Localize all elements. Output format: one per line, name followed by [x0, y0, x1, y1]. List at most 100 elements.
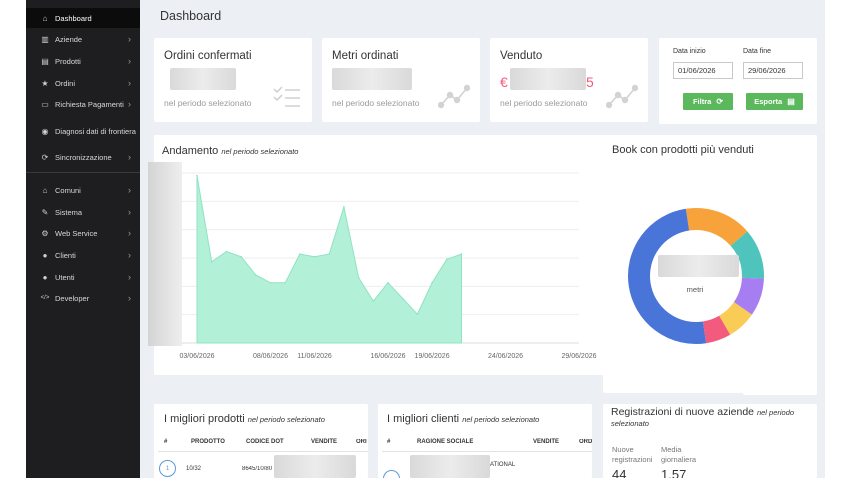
rank-badge: 1	[159, 460, 176, 477]
end-date-input[interactable]: 29/06/2026	[743, 62, 803, 79]
sidebar-item-richiesta-pagamenti[interactable]: ▭ Richiesta Pagamenti ›	[26, 95, 140, 113]
code-icon: </>	[40, 295, 50, 301]
chevron-right-icon: ›	[128, 272, 131, 282]
sidebar-item-aziende[interactable]: ▥ Aziende ›	[26, 30, 140, 48]
x-tick-label: 24/06/2026	[488, 353, 523, 360]
users-icon: ●	[42, 272, 48, 282]
refresh-icon: ⟳	[716, 97, 724, 106]
new-registrations-value: 44	[612, 467, 627, 478]
rank-badge	[383, 470, 400, 478]
data-point	[387, 282, 389, 284]
card-icon: ▭	[41, 99, 49, 109]
sidebar-item-utenti[interactable]: ● Utenti ›	[26, 268, 140, 286]
x-tick-label: 03/06/2026	[179, 353, 214, 360]
filter-button[interactable]: Filtra ⟳	[683, 93, 733, 110]
sidebar-item-diagnosi-dati-di-frontiera[interactable]: ◉ Diagnosi dati di frontiera	[26, 119, 140, 143]
book-icon: ▤	[41, 56, 49, 66]
end-date-label: Data fine	[743, 48, 772, 55]
date-filter-card: Data inizio Data fine 01/06/2026 29/06/2…	[659, 38, 817, 124]
redacted-company	[410, 455, 490, 478]
export-button-label: Esporta	[754, 97, 783, 106]
trend-title-text: Andamento	[162, 145, 219, 157]
sidebar-item-clienti[interactable]: ● Clienti ›	[26, 246, 140, 264]
x-tick-label: 11/06/2026	[297, 353, 332, 360]
chevron-right-icon: ›	[128, 293, 131, 303]
sidebar-item-label: Prodotti	[55, 56, 81, 66]
stat-subtitle: nel periodo selezionato	[332, 98, 420, 108]
chevron-right-icon: ›	[128, 207, 131, 217]
top-books-title: Book con prodotti più venduti	[612, 144, 754, 156]
start-date-input[interactable]: 01/06/2026	[673, 62, 733, 79]
redacted-value	[170, 68, 236, 90]
top-clients-title: I migliori clienti nel periodo seleziona…	[387, 413, 539, 425]
sidebar-item-ordini[interactable]: ★ Ordini ›	[26, 74, 140, 92]
donut-slice	[730, 231, 764, 279]
donut-slice	[628, 208, 707, 344]
sidebar-item-web-service[interactable]: ⚙ Web Service ›	[26, 224, 140, 242]
sidebar-item-developer[interactable]: </> Developer ›	[26, 289, 140, 307]
x-tick-label: 16/06/2026	[370, 353, 405, 360]
redacted-value	[510, 68, 586, 90]
registrations-card: Registrazioni di nuove aziende nel perio…	[603, 404, 817, 478]
sync-icon: ⟳	[41, 152, 49, 162]
daily-average-value: 1.57	[661, 467, 687, 478]
col-header-orders: ORD	[579, 439, 592, 445]
line-chart-icon	[606, 84, 638, 109]
sidebar-item-comuni[interactable]: ⌂ Comuni ›	[26, 181, 140, 199]
sidebar-item-prodotti[interactable]: ▤ Prodotti ›	[26, 52, 140, 70]
stat-title: Venduto	[500, 50, 543, 62]
product-cell: 10/32	[186, 466, 202, 472]
export-button[interactable]: Esporta ▤	[746, 93, 803, 110]
donut-center-label: metri	[686, 285, 704, 294]
chevron-right-icon: ›	[128, 34, 131, 44]
donut-slice	[733, 277, 764, 315]
data-point	[460, 253, 463, 255]
stat-title: Metri ordinati	[332, 50, 399, 62]
top-clients-subtitle: nel periodo selezionato	[462, 415, 540, 424]
top-clients-title-text: I migliori clienti	[387, 413, 460, 425]
registrations-title-text: Registrazioni di nuove aziende	[611, 406, 755, 418]
registrations-title: Registrazioni di nuove aziende nel perio…	[611, 407, 815, 429]
user-icon: ●	[42, 250, 48, 260]
file-icon: ▤	[787, 97, 795, 106]
sidebar-item-sincronizzazione[interactable]: ⟳ Sincronizzazione ›	[26, 148, 140, 166]
top-products-title-text: I migliori prodotti	[164, 413, 245, 425]
stat-subtitle: nel periodo selezionato	[164, 98, 252, 108]
sidebar-divider	[26, 172, 140, 173]
company-cell-fragment: ATIONAL	[490, 462, 516, 468]
top-products-subtitle: nel periodo selezionato	[247, 415, 325, 424]
sidebar-item-label: Comuni	[55, 185, 81, 195]
sidebar-item-dashboard[interactable]: ⌂ Dashboard	[26, 8, 140, 28]
wrench-icon: ✎	[41, 207, 49, 217]
stat-card-orders: Ordini confermati nel periodo selezionat…	[154, 38, 312, 122]
sidebar-item-label: Developer	[55, 293, 90, 303]
col-header-company: RAGIONE SOCIALE	[417, 439, 474, 445]
table-divider	[382, 451, 592, 452]
col-header-dot-code: CODICE DOT	[246, 439, 284, 445]
col-header-sales: VENDITE	[533, 439, 560, 445]
data-point	[328, 253, 331, 255]
trend-subtitle: nel periodo selezionato	[221, 147, 299, 156]
chevron-right-icon: ›	[128, 250, 131, 260]
page-title: Dashboard	[160, 9, 222, 23]
chevron-right-icon: ›	[128, 228, 131, 238]
data-point	[269, 282, 272, 284]
chevron-right-icon: ›	[128, 152, 131, 162]
sidebar-item-label: Sincronizzazione	[55, 152, 112, 162]
data-point	[401, 297, 404, 300]
sidebar-item-label: Richiesta Pagamenti	[55, 99, 124, 109]
x-tick-label: 08/06/2026	[253, 353, 288, 360]
donut-slice	[718, 301, 752, 335]
sidebar-item-label: Utenti	[55, 272, 75, 282]
plug-icon: ⚙	[41, 228, 49, 238]
donut-slice	[702, 315, 731, 344]
data-point	[431, 282, 433, 284]
dot-code-cell: 8645/10/80	[242, 466, 273, 472]
new-registrations-label: Nuove registrazioni	[612, 445, 653, 464]
eye-icon: ◉	[41, 126, 49, 136]
sidebar-item-label: Aziende	[55, 34, 83, 44]
stat-subtitle: nel periodo selezionato	[500, 98, 588, 108]
sidebar-item-sistema[interactable]: ✎ Sistema ›	[26, 203, 140, 221]
data-point	[240, 255, 242, 258]
redacted-total	[658, 255, 739, 277]
